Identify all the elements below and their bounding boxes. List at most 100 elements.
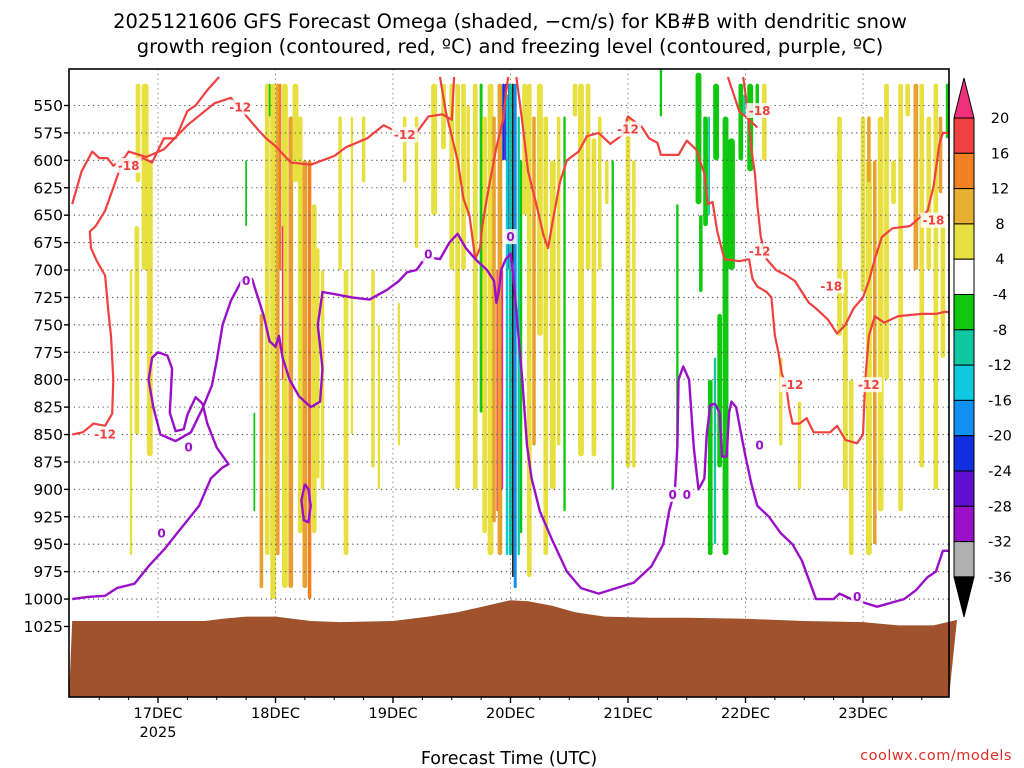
omega-shade-88 bbox=[761, 83, 767, 161]
dgz-label-1: -12 bbox=[229, 101, 251, 115]
y-tick-label-700: 700 bbox=[33, 262, 63, 280]
omega-shade-13 bbox=[302, 160, 308, 589]
colorbar-label-0: 20 bbox=[991, 111, 1009, 127]
colorbar-swatch-13 bbox=[953, 541, 975, 578]
omega-shade-30 bbox=[402, 116, 407, 183]
y-tick-label-775: 775 bbox=[33, 344, 63, 362]
freezing-label-bg bbox=[666, 486, 679, 502]
omega-shade-44 bbox=[497, 83, 503, 556]
colorbar-swatch-5 bbox=[953, 258, 975, 296]
omega-shade-91 bbox=[837, 116, 842, 336]
freezing-level-line-1 bbox=[300, 483, 312, 524]
omega-shade-64 bbox=[578, 83, 584, 457]
omega-shade-106 bbox=[938, 116, 943, 194]
omega-shade-84 bbox=[743, 94, 746, 117]
colorbar-swatch-1 bbox=[953, 117, 975, 154]
freezing-label-3: 0 bbox=[424, 248, 432, 262]
colorbar-label-5: -4 bbox=[993, 288, 1007, 304]
y-axis: 550 575 600 625 650 675 700 725 750 775 800 825 850 8… bbox=[24, 97, 69, 636]
omega-shade-6 bbox=[270, 83, 277, 600]
colorbar: 20 16 12 8 4 -4 -8 -12 -16 -20 -24 -28 -32 -36 bbox=[953, 77, 1012, 618]
omega-shade-104 bbox=[926, 116, 932, 271]
omega-shade-62 bbox=[563, 116, 566, 512]
terrain-fill bbox=[69, 600, 957, 697]
omega-shade-83 bbox=[738, 83, 744, 161]
omega-shade-18 bbox=[253, 412, 256, 512]
colorbar-label-10: -24 bbox=[988, 464, 1012, 480]
omega-shade-42 bbox=[492, 116, 496, 523]
y-tick-label-950: 950 bbox=[33, 536, 63, 554]
dgz-contour-line-5 bbox=[726, 76, 759, 129]
freezing-label-bg bbox=[240, 272, 253, 288]
dgz-label-bg bbox=[746, 102, 773, 118]
dgz-label-bg bbox=[115, 157, 142, 173]
freezing-label-6: 0 bbox=[683, 488, 691, 502]
plot-frame bbox=[68, 68, 950, 698]
omega-shade-105 bbox=[933, 83, 939, 490]
freezing-label-bg bbox=[422, 246, 435, 262]
freezing-label-0: 0 bbox=[157, 526, 165, 540]
omega-shade-95 bbox=[865, 160, 872, 556]
omega-shade-56 bbox=[526, 83, 532, 578]
dgz-label-bg bbox=[615, 121, 641, 137]
x-tick-sublabel-17DEC: 2025 bbox=[140, 725, 177, 741]
omega-shade-0 bbox=[135, 83, 141, 183]
colorbar-label-4: 4 bbox=[995, 252, 1004, 268]
dgz-contour-line-4 bbox=[742, 76, 949, 335]
freezing-level-line-0 bbox=[72, 232, 949, 608]
freezing-label-bg bbox=[182, 439, 195, 455]
omega-shade-52 bbox=[513, 83, 517, 589]
omega-shade-66 bbox=[591, 138, 597, 457]
freezing-level-contours bbox=[72, 232, 949, 608]
freezing-label-bg bbox=[753, 437, 766, 453]
omega-shade-71 bbox=[632, 160, 636, 468]
colorbar-swatch-7 bbox=[953, 329, 975, 366]
omega-shade-59 bbox=[543, 116, 549, 556]
omega-shade-24 bbox=[343, 270, 349, 556]
dgz-label-2: -12 bbox=[394, 128, 416, 142]
x-tick-label-20DEC: 20DEC bbox=[486, 706, 535, 722]
omega-shade-103 bbox=[919, 83, 925, 468]
y-tick-label-625: 625 bbox=[33, 179, 63, 197]
x-tick-label-22DEC: 22DEC bbox=[721, 706, 770, 722]
omega-shade-97 bbox=[877, 116, 884, 512]
omega-shade-38 bbox=[472, 83, 478, 490]
omega-shade-111 bbox=[867, 116, 871, 183]
omega-shade-16 bbox=[316, 248, 320, 479]
omega-shade-26 bbox=[361, 116, 366, 183]
y-tick-label-850: 850 bbox=[33, 426, 63, 444]
y-tick-label-825: 825 bbox=[33, 399, 63, 417]
colorbar-swatch-3 bbox=[953, 188, 975, 225]
colorbar-label-6: -8 bbox=[993, 323, 1007, 339]
x-tick-label-18DEC: 18DEC bbox=[251, 706, 300, 722]
omega-shade-87 bbox=[699, 215, 703, 292]
colorbar-top-arrow bbox=[953, 77, 975, 119]
y-tick-label-550: 550 bbox=[33, 97, 63, 115]
colorbar-label-13: -36 bbox=[988, 570, 1012, 586]
colorbar-swatch-11 bbox=[953, 470, 975, 507]
omega-shade-68 bbox=[605, 160, 609, 205]
dgz-contour-line-2 bbox=[438, 76, 510, 261]
colorbar-bottom-arrow bbox=[953, 576, 975, 618]
dgz-label-bg bbox=[920, 212, 947, 228]
dgz-label-bg bbox=[818, 278, 845, 294]
dgz-label-8: -18 bbox=[749, 104, 771, 118]
omega-shade-101 bbox=[905, 83, 910, 117]
omega-shade-98 bbox=[884, 83, 889, 380]
omega-shade-41 bbox=[487, 83, 494, 556]
colorbar-label-2: 12 bbox=[991, 182, 1009, 198]
dgz-label-10: -18 bbox=[923, 214, 945, 228]
dgz-label-0: -12 bbox=[94, 428, 116, 442]
omega-shade-40 bbox=[482, 116, 487, 534]
omega-shade-36 bbox=[461, 83, 466, 271]
x-axis-label: Forecast Time (UTC) bbox=[421, 749, 597, 768]
dgz-label-bg bbox=[746, 243, 773, 259]
omega-shade-107 bbox=[940, 215, 946, 358]
chart-title-line-2: growth region (contoured, red, ºC) and f… bbox=[137, 35, 884, 58]
y-tick-label-875: 875 bbox=[33, 453, 63, 471]
omega-shade-39 bbox=[479, 83, 483, 413]
y-tick-label-1025: 1025 bbox=[24, 618, 63, 636]
dgz-contour-line-3 bbox=[515, 76, 949, 445]
